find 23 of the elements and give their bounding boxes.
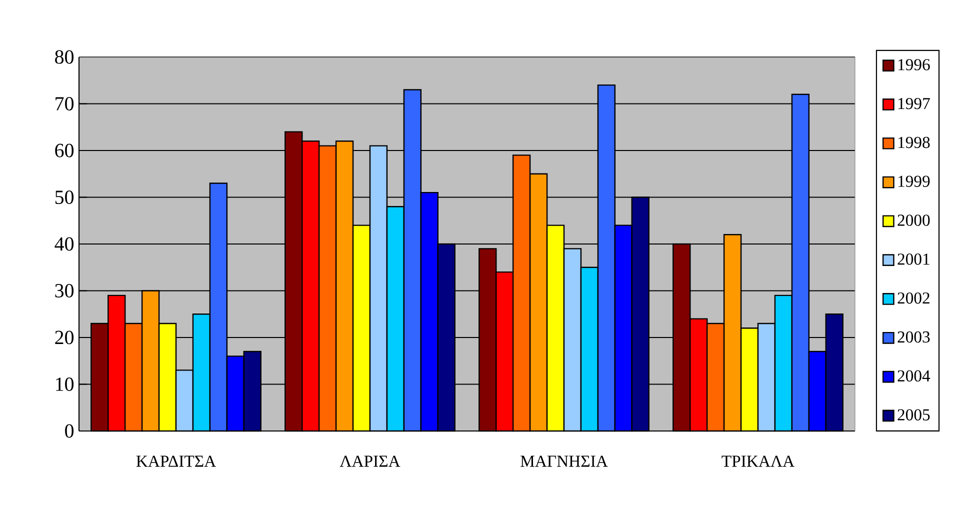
- legend-label: 1997: [898, 98, 930, 110]
- y-tick-label: 30: [55, 284, 74, 298]
- x-tick-label: ΛΑΡΙΣΑ: [340, 456, 400, 467]
- legend-label: 2004: [898, 370, 930, 382]
- legend-label: 2000: [898, 214, 930, 226]
- y-tick-label: 40: [54, 237, 74, 251]
- x-tick-label: ΤΡΙΚΑΛΑ: [722, 456, 794, 467]
- legend-label: 2003: [898, 331, 930, 343]
- legend-label: 2002: [898, 292, 930, 304]
- x-tick-label: ΚΑΡΔΙΤΣΑ: [136, 456, 216, 467]
- x-tick-label: ΜΑΓΝΗΣΙΑ: [520, 456, 608, 467]
- y-tick-label: 60: [55, 144, 74, 158]
- y-tick-label: 50: [55, 190, 74, 204]
- y-tick-label: 0: [65, 424, 74, 438]
- y-tick-label: 80: [55, 50, 74, 64]
- y-tick-label: 10: [56, 377, 74, 391]
- legend-label: 1996: [898, 59, 930, 70]
- legend-label: 1998: [898, 136, 930, 148]
- legend-label: 2001: [898, 254, 930, 265]
- legend-label: 2005: [898, 409, 930, 420]
- legend-label: 1999: [898, 176, 930, 187]
- y-tick-label: 20: [55, 330, 74, 344]
- y-tick-label: 70: [56, 97, 74, 110]
